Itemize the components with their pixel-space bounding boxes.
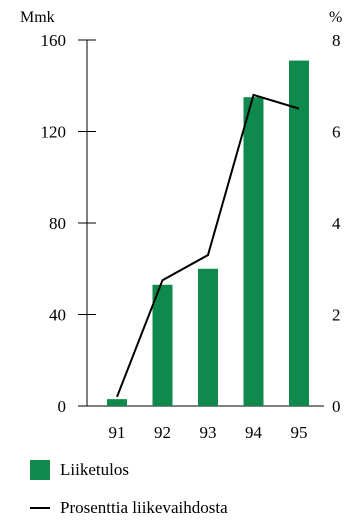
left-tick-label-80: 80 xyxy=(49,214,66,233)
bar-91 xyxy=(107,399,127,406)
x-tick-label-91: 91 xyxy=(109,423,126,442)
right-tick-label-6: 6 xyxy=(332,123,341,142)
bar-95 xyxy=(289,60,309,407)
right-tick-label-0: 0 xyxy=(332,397,341,416)
right-axis-label: % xyxy=(329,9,342,26)
left-tick-label-40: 40 xyxy=(49,306,66,325)
left-tick-label-160: 160 xyxy=(41,31,67,50)
legend-label-liiketulos: Liiketulos xyxy=(60,460,129,479)
bar-93 xyxy=(198,268,218,406)
left-axis-label: Mmk xyxy=(20,9,55,26)
right-tick-label-2: 2 xyxy=(332,306,341,325)
legend-label-prosenttia: Prosenttia liikevaihdosta xyxy=(60,498,228,517)
legend-item-prosenttia: Prosenttia liikevaihdosta xyxy=(30,498,228,518)
bar-92 xyxy=(152,284,173,406)
left-tick-label-120: 120 xyxy=(41,123,67,142)
bar-94 xyxy=(243,97,264,406)
x-tick-label-94: 94 xyxy=(245,423,263,442)
legend-swatch-prosenttia xyxy=(30,507,50,509)
left-tick-label-0: 0 xyxy=(58,397,67,416)
chart: Mmk % 0 40 80 120 160 0 2 4 6 8 91 92 93 94 95 xyxy=(20,9,342,442)
right-tick-label-4: 4 xyxy=(332,214,341,233)
x-tick-label-92: 92 xyxy=(154,423,171,442)
right-tick-label-8: 8 xyxy=(332,31,341,50)
x-tick-label-93: 93 xyxy=(200,423,217,442)
legend-swatch-liiketulos xyxy=(30,460,50,480)
legend-item-liiketulos: Liiketulos xyxy=(30,460,129,480)
line-prosenttia xyxy=(116,93,300,398)
x-tick-label-95: 95 xyxy=(291,423,308,442)
